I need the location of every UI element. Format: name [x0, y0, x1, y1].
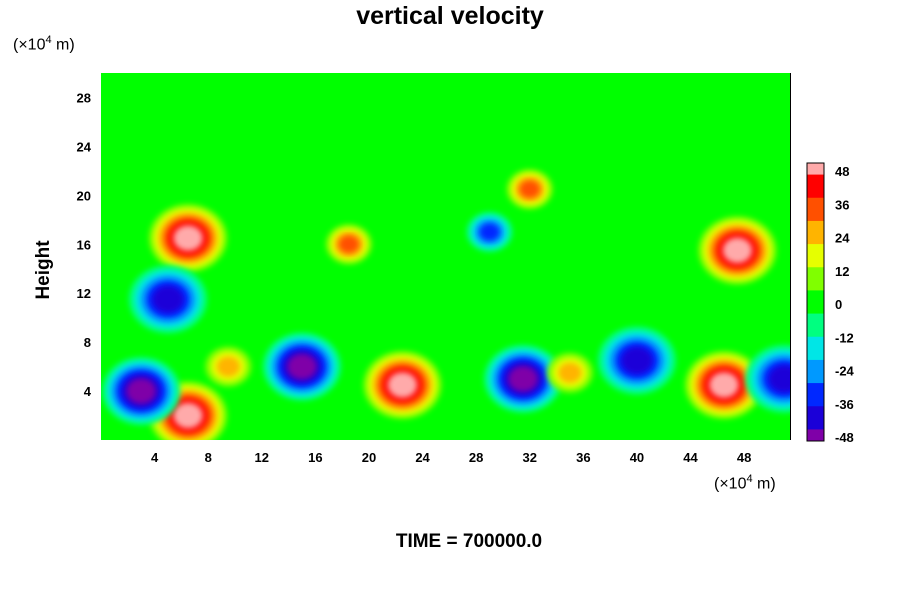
colorbar-band	[807, 244, 824, 257]
colorbar-band	[807, 406, 824, 419]
x-tick-label: 40	[630, 450, 644, 465]
colorbar-band	[807, 371, 824, 384]
colorbar-band	[807, 186, 824, 199]
x-tick-label: 44	[683, 450, 698, 465]
colorbar-band	[807, 417, 824, 430]
x-tick-label: 20	[362, 450, 376, 465]
colorbar-band	[807, 313, 824, 326]
y-tick-label: 8	[84, 335, 91, 350]
updraft-cell-12	[205, 346, 252, 387]
colorbar-band	[807, 220, 824, 233]
x-tick-label: 32	[523, 450, 537, 465]
downdraft-cell-10	[128, 265, 208, 334]
updraft-cell-3	[698, 216, 777, 285]
colorbar-band	[807, 325, 824, 338]
downdraft-cell-15	[466, 212, 513, 253]
colorbar	[806, 162, 825, 442]
colorbar-band	[807, 197, 824, 210]
updraft-cell-2	[148, 204, 228, 273]
updraft-cell-14	[506, 169, 553, 210]
colorbar-band	[807, 383, 824, 396]
colorbar-tick-label: -12	[835, 330, 854, 345]
updraft-cell-1	[684, 350, 764, 419]
x-tick-label: 16	[308, 450, 322, 465]
y-tick-label: 24	[77, 139, 92, 154]
colorbar-band	[807, 209, 824, 222]
time-label: TIME = 700000.0	[395, 531, 543, 552]
colorbar-tick-label: -48	[835, 430, 854, 445]
colorbar-band	[807, 348, 824, 361]
x-tick-label: 12	[255, 450, 269, 465]
contour-field	[102, 169, 791, 440]
chart-title: vertical velocity	[356, 2, 544, 30]
colorbar-band	[807, 278, 824, 291]
colorbar-band	[807, 336, 824, 349]
y-tick-label: 4	[84, 384, 92, 399]
colorbar-band	[807, 290, 824, 303]
y-tick-label: 16	[77, 237, 91, 252]
colorbar-frame	[806, 162, 825, 442]
y-tick-label: 20	[77, 188, 91, 203]
y-tick-label: 12	[77, 286, 91, 301]
downdraft-cell-6	[262, 332, 342, 401]
x-tick-label: 36	[576, 450, 590, 465]
updraft-cell-13	[325, 224, 372, 265]
downdraft-cell-9	[745, 344, 791, 413]
x-tick-label: 4	[151, 450, 159, 465]
downdraft-cell-8	[597, 326, 677, 395]
colorbar-band	[807, 255, 824, 268]
colorbar-band	[807, 429, 824, 442]
x-tick-label: 28	[469, 450, 483, 465]
colorbar-tick-label: -24	[835, 364, 855, 379]
updraft-cell-11	[546, 352, 593, 393]
updraft-cell-0	[363, 350, 442, 419]
colorbar-band	[807, 163, 824, 176]
colorbar-tick-label: -36	[835, 397, 854, 412]
x-unit-label: (×104 m)	[714, 473, 776, 493]
colorbar-band	[807, 232, 824, 245]
x-tick-labels: 4 8 12 16 20 24 28 32 36 40 44 48	[151, 450, 751, 465]
colorbar-tick-labels: 48 36 24 12 0 -12 -24 -36 -48	[835, 164, 855, 445]
x-tick-label: 24	[415, 450, 430, 465]
downdraft-cell-7	[483, 344, 563, 413]
colorbar-band	[807, 394, 824, 407]
y-tick-labels: 4 8 12 16 20 24 28	[77, 90, 92, 399]
y-unit-label: (×104 m)	[13, 34, 75, 54]
colorbar-tick-label: 12	[835, 264, 849, 279]
colorbar-tick-label: 48	[835, 164, 849, 179]
colorbar-band	[807, 267, 824, 280]
x-tick-label: 48	[737, 450, 751, 465]
colorbar-band	[807, 359, 824, 372]
colorbar-tick-label: 36	[835, 197, 849, 212]
colorbar-tick-label: 24	[835, 231, 850, 246]
x-tick-label: 8	[205, 450, 212, 465]
y-tick-label: 28	[77, 90, 91, 105]
downdraft-cell-5	[102, 357, 181, 426]
colorbar-band	[807, 302, 824, 315]
colorbar-band	[807, 174, 824, 187]
colorbar-tick-label: 0	[835, 297, 842, 312]
